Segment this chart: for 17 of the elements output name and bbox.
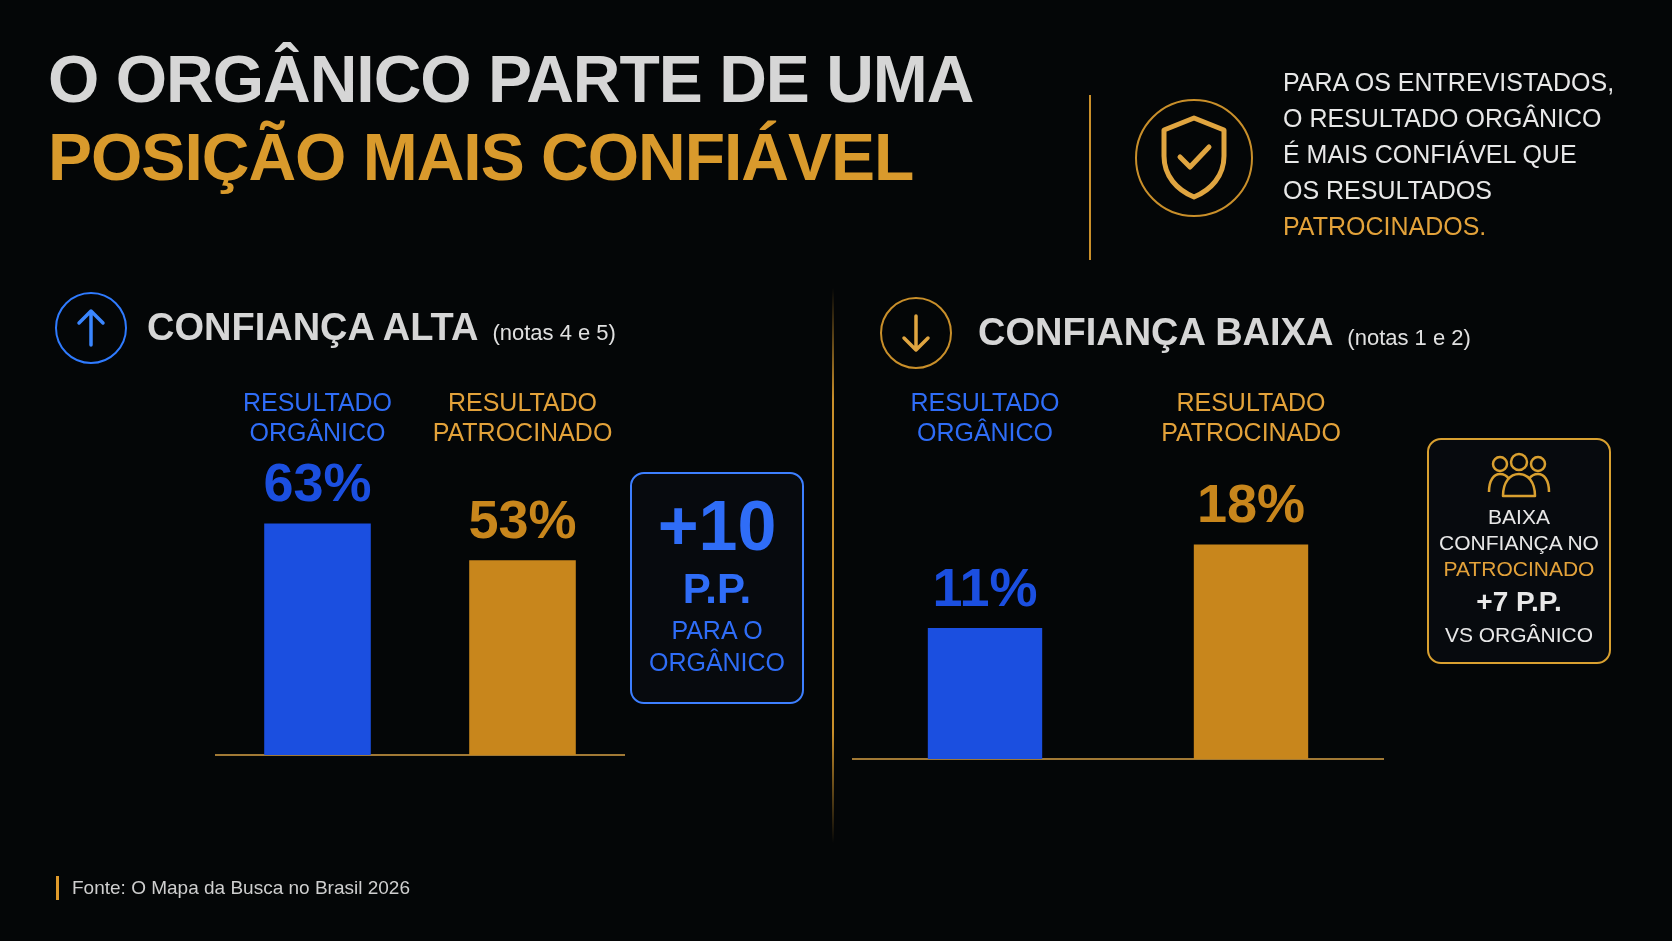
text: BAIXA CONFIANÇA NO PATROCINADO +7 P.P. VS ORGÂNICO (1439, 505, 1599, 646)
source-note: Fonte: O Mapa da Busca no Brasil 2026 (72, 876, 410, 900)
x-tick-label: RESULTADO PATROCINADO (432, 387, 613, 446)
data-label: 11% (932, 556, 1038, 617)
text: O ORGÂNICO PARTE DE UMA POSIÇÃO MAIS CONFIÁVEL (48, 42, 974, 194)
chart-subtitle: (notas 1 e 2) (1347, 325, 1471, 351)
x-tick-label: RESULTADO ORGÂNICO (910, 387, 1060, 446)
chart-title: CONFIANÇA BAIXA (978, 311, 1334, 354)
data-label: 53% (468, 489, 577, 550)
x-tick-label: RESULTADO PATROCINADO (1161, 387, 1341, 446)
text: PARA OS ENTREVISTADOS, O RESULTADO ORGÂNICO É MAIS CONFIÁVEL QUE OS RESULTADOS PATROCINADOS. (1283, 68, 1615, 240)
x-tick-label: RESULTADO ORGÂNICO (242, 387, 393, 446)
chart-title: CONFIANÇA ALTA (147, 306, 479, 349)
chart-subtitle: (notas 4 e 5) (492, 320, 616, 346)
data-label: 18% (1196, 473, 1306, 534)
text: +10 P.P. PARA O ORGÂNICO (648, 487, 786, 676)
data-label: 63% (263, 452, 372, 513)
